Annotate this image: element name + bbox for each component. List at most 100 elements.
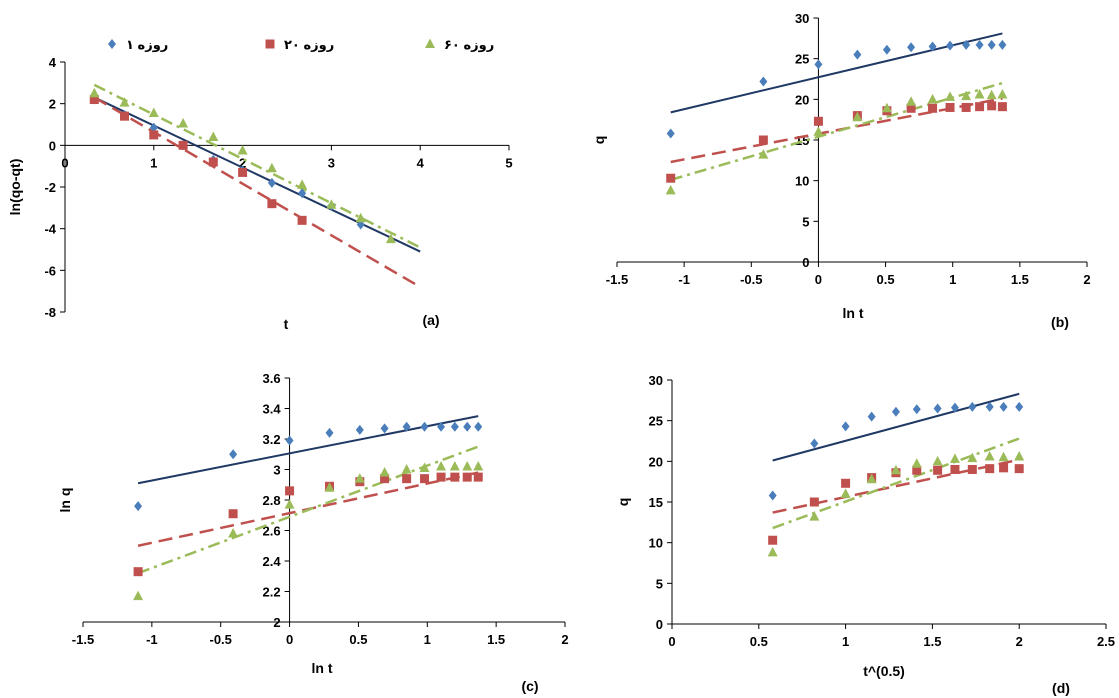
- data-point-s20: [380, 474, 390, 484]
- data-point-s60: [419, 462, 430, 472]
- y-tick-label: 3: [273, 463, 280, 478]
- x-tick-label: 1.5: [923, 634, 941, 649]
- data-point-s1: [285, 435, 294, 446]
- data-point-s20: [119, 111, 129, 121]
- data-point-s1: [962, 39, 971, 50]
- data-point-s60: [148, 107, 159, 118]
- y-tick-label: 5: [802, 214, 809, 229]
- data-point-s60: [927, 93, 938, 104]
- data-point-s60: [809, 511, 820, 521]
- data-point-s20: [945, 102, 955, 112]
- data-point-s1: [325, 427, 334, 438]
- data-point-s20: [420, 474, 430, 484]
- x-tick-label: -1.5: [606, 272, 628, 287]
- data-point-s60: [986, 89, 997, 100]
- fit-line-s60: [670, 81, 1003, 182]
- x-tick-label: 1: [150, 155, 157, 170]
- y-axis-title: q: [615, 498, 631, 507]
- data-point-s20: [813, 116, 823, 126]
- data-point-s60: [911, 458, 922, 468]
- data-point-s60: [997, 88, 1008, 99]
- x-axis-title: ln t: [843, 305, 864, 321]
- x-tick-label: -1.5: [72, 632, 94, 647]
- x-tick-label: 0: [815, 272, 822, 287]
- data-point-s20: [987, 101, 997, 111]
- data-point-s60: [436, 460, 447, 471]
- data-point-s60: [758, 149, 769, 159]
- data-point-s1: [814, 59, 823, 70]
- data-point-s1: [666, 128, 675, 139]
- x-axis-title: t: [284, 316, 289, 332]
- data-point-s1: [474, 421, 483, 432]
- data-point-s20: [961, 102, 971, 112]
- data-point-s60: [866, 473, 877, 484]
- legend-label-s1: ۱ روزه: [126, 37, 168, 52]
- data-point-s1: [882, 44, 891, 55]
- data-point-s20: [285, 486, 295, 496]
- data-point-s20: [933, 465, 943, 475]
- legend-label-s20: ۲۰ روزه: [284, 37, 334, 52]
- y-axis-title: q: [591, 136, 607, 145]
- data-point-s60: [284, 499, 295, 509]
- y-tick-label: 2.6: [262, 524, 280, 539]
- y-tick-label: 2.2: [262, 585, 280, 600]
- data-point-s60: [385, 233, 396, 244]
- data-point-s60: [852, 111, 863, 122]
- x-tick-label: 1: [949, 272, 956, 287]
- y-tick-label: 3.6: [262, 371, 280, 386]
- data-point-s60: [133, 590, 144, 601]
- data-point-s60: [665, 184, 676, 195]
- y-tick-label: 30: [795, 11, 809, 26]
- data-point-s1: [841, 421, 850, 432]
- data-point-s20: [1014, 464, 1024, 474]
- data-point-s20: [768, 535, 778, 545]
- data-point-s60: [974, 88, 985, 99]
- y-tick-label: 3.4: [262, 402, 281, 417]
- data-point-s60: [401, 464, 412, 474]
- data-point-s1: [891, 406, 900, 417]
- data-point-s1: [380, 423, 389, 434]
- data-point-s20: [228, 509, 238, 519]
- panel-label: (a): [422, 312, 439, 328]
- data-point-s20: [402, 474, 412, 484]
- data-point-s20: [178, 140, 188, 150]
- x-tick-label: 2: [561, 632, 568, 647]
- y-tick-label: 2.4: [262, 554, 281, 569]
- data-point-s60: [208, 131, 219, 141]
- data-point-s1: [298, 188, 307, 199]
- data-point-s1: [998, 39, 1007, 50]
- fit-line-s60: [772, 437, 1020, 530]
- panel-d: 0 0.5 1 1.5 2 2.5 0 5 10 15 20 25 30 t^(0.5) q (d): [615, 373, 1115, 696]
- y-tick-label: -8: [44, 305, 56, 320]
- data-point-s20: [450, 472, 460, 482]
- data-point-s1: [420, 421, 429, 432]
- y-tick-label: -6: [44, 263, 56, 278]
- data-point-s1: [928, 41, 937, 52]
- data-point-s1: [267, 177, 276, 188]
- y-tick-label: -2: [44, 180, 56, 195]
- legend-marker-s20: [265, 39, 275, 49]
- y-tick-label: 15: [649, 495, 663, 510]
- y-tick-label: 20: [649, 454, 663, 469]
- y-tick-label: 2: [273, 615, 280, 630]
- fit-line-s20: [93, 96, 421, 289]
- data-point-s20: [997, 102, 1007, 112]
- y-tick-label: 20: [795, 92, 809, 107]
- x-tick-label: 3: [328, 155, 335, 170]
- data-point-s1: [768, 490, 777, 501]
- data-point-s60: [473, 460, 484, 471]
- data-point-s1: [1015, 401, 1024, 412]
- y-tick-label: 10: [795, 174, 809, 189]
- data-point-s20: [758, 135, 768, 145]
- data-point-s60: [767, 546, 778, 557]
- legend-marker-s1: [108, 39, 116, 49]
- data-point-s60: [178, 117, 189, 128]
- fit-line-s60: [93, 83, 421, 249]
- x-tick-label: 2: [1016, 634, 1023, 649]
- legend-marker-s60: [425, 38, 435, 48]
- x-tick-label: 0.5: [877, 272, 895, 287]
- data-point-s1: [968, 401, 977, 412]
- data-point-s60: [379, 467, 390, 477]
- data-point-s1: [437, 421, 446, 432]
